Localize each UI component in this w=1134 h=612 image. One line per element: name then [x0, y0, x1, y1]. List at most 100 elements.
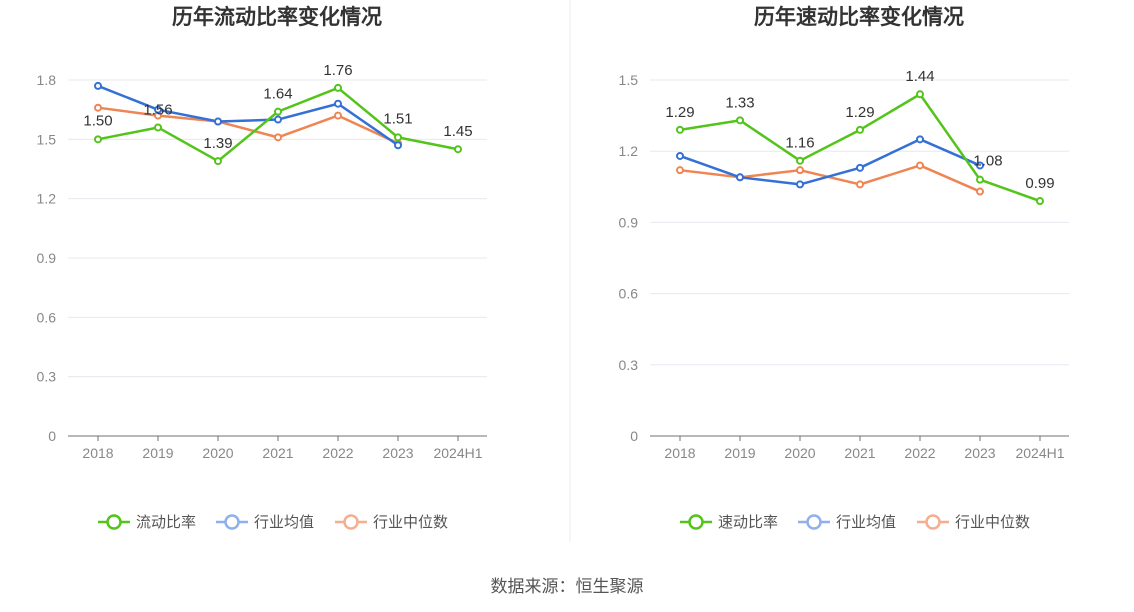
legend-label: 行业中位数 [955, 513, 1030, 531]
data-point [214, 117, 222, 126]
data-label: 1.50 [83, 112, 112, 129]
data-label: 1.45 [443, 123, 472, 140]
y-tick-label: 1.5 [37, 131, 57, 147]
data-label: 1.76 [323, 62, 352, 79]
x-tick-label: 2022 [322, 445, 353, 461]
y-tick-label: 1.2 [37, 191, 57, 207]
legend-item-2[interactable]: 行业均值 [798, 513, 896, 531]
legend-item-3[interactable]: 行业中位数 [917, 513, 1030, 531]
data-point [976, 175, 984, 184]
data-point [334, 99, 342, 108]
source-note: 数据来源：恒生聚源 [491, 577, 644, 597]
legend-item-2[interactable]: 行业均值 [216, 513, 314, 531]
data-label: 1.29 [665, 104, 694, 121]
series-main [676, 90, 1044, 206]
y-tick-label: 0.3 [619, 357, 639, 373]
x-tick-label: 2022 [904, 445, 935, 461]
x-tick-label: 2021 [844, 445, 875, 461]
y-tick-label: 0.3 [37, 369, 57, 385]
data-point [856, 125, 864, 134]
legend-label: 速动比率 [718, 513, 778, 531]
x-tick-label: 2021 [262, 445, 293, 461]
data-point [856, 180, 864, 189]
data-point [394, 141, 402, 150]
y-tick-label: 1.5 [619, 72, 639, 88]
series-industry-median [94, 103, 402, 148]
x-tick-label: 2019 [142, 445, 173, 461]
legend-marker [106, 514, 122, 530]
data-point [976, 187, 984, 196]
chart-title: 历年速动比率变化情况 [754, 5, 964, 29]
chart-2: 历年速动比率变化情况 0 0.3 0.6 0.9 1.2 1.5 2018 2019 2020 20… [619, 5, 1069, 531]
y-tick-label: 0.6 [619, 286, 639, 302]
data-point [796, 180, 804, 189]
data-label: 1.56 [143, 101, 172, 118]
legend-label: 行业中位数 [373, 513, 448, 531]
data-point [676, 151, 684, 160]
data-point [676, 166, 684, 175]
data-point [454, 145, 462, 154]
data-point [916, 161, 924, 170]
data-label: 1.16 [785, 135, 814, 152]
data-label: 1.64 [263, 86, 292, 103]
data-point [154, 105, 162, 114]
data-point [334, 111, 342, 120]
data-point [94, 103, 102, 112]
series-industry-mean [94, 81, 402, 150]
data-point [856, 163, 864, 172]
data-label: 0.99 [1025, 175, 1054, 192]
data-point [274, 107, 282, 116]
chart-1: 历年流动比率变化情况 0 0.3 0.6 0.9 1.2 1.5 1.8 2018 2019 202… [37, 5, 487, 531]
legend-marker [224, 514, 240, 530]
x-tick-label: 2020 [784, 445, 815, 461]
data-point [1036, 197, 1044, 206]
data-point [274, 133, 282, 142]
x-tick-label: 2020 [202, 445, 233, 461]
data-point [796, 166, 804, 175]
data-point [736, 173, 744, 182]
data-label: 1.33 [725, 94, 754, 111]
series-industry-median [676, 161, 984, 196]
x-tick-label: 2023 [964, 445, 995, 461]
data-label: 1.08 [973, 153, 1002, 170]
data-point [154, 123, 162, 132]
series-line [679, 164, 981, 193]
y-tick-label: 1.8 [37, 72, 57, 88]
data-point [736, 116, 744, 125]
x-tick-label: 2024H1 [433, 445, 482, 461]
x-tick-label: 2018 [664, 445, 695, 461]
y-tick-label: 0 [630, 428, 638, 444]
data-label: 1.29 [845, 104, 874, 121]
series-line [97, 84, 399, 147]
y-tick-label: 0.9 [37, 250, 57, 266]
data-point [94, 135, 102, 144]
x-tick-label: 2023 [382, 445, 413, 461]
legend-item-3[interactable]: 行业中位数 [335, 513, 448, 531]
data-point [916, 135, 924, 144]
legend-label: 行业均值 [254, 513, 314, 531]
legend-item-1[interactable]: 流动比率 [98, 513, 196, 531]
y-tick-label: 1.2 [619, 143, 639, 159]
legend-marker [806, 514, 822, 530]
data-point [394, 133, 402, 142]
legend-marker [688, 514, 704, 530]
legend-label: 流动比率 [136, 513, 196, 531]
data-point [976, 161, 984, 170]
series-line [97, 106, 399, 145]
series-line [679, 138, 981, 186]
data-label: 1.39 [203, 135, 232, 152]
series-industry-mean [676, 135, 984, 189]
data-point [676, 125, 684, 134]
data-label: 1.44 [905, 68, 934, 85]
chart-title: 历年流动比率变化情况 [172, 5, 382, 29]
data-point [274, 115, 282, 124]
legend-item-1[interactable]: 速动比率 [680, 513, 778, 531]
x-tick-label: 2019 [724, 445, 755, 461]
y-tick-label: 0.9 [619, 214, 639, 230]
y-tick-label: 0.6 [37, 309, 57, 325]
x-tick-label: 2024H1 [1015, 445, 1064, 461]
data-point [916, 90, 924, 99]
data-label: 1.51 [383, 110, 412, 127]
legend-marker [925, 514, 941, 530]
data-point [334, 83, 342, 92]
